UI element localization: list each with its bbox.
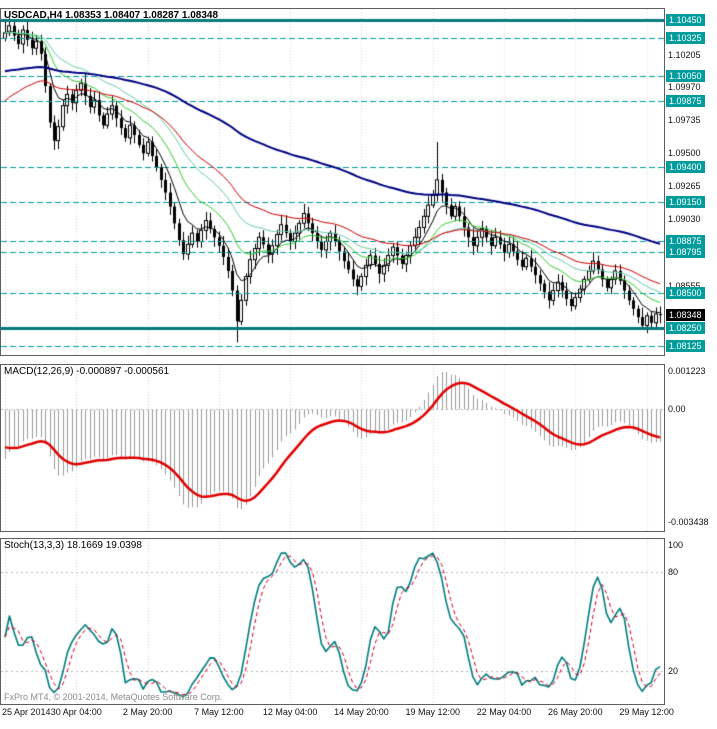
stoch-scale-label: 20 <box>668 666 679 676</box>
stoch-scale-label: 80 <box>668 567 679 577</box>
price-scale-label: 1.09735 <box>668 115 701 125</box>
price-scale-label: 1.09265 <box>668 181 701 191</box>
macd-scale-label: 0.001223 <box>668 366 706 376</box>
price-scale-label: 1.09970 <box>668 82 701 92</box>
time-axis-label: 29 May 12:00 <box>619 707 674 717</box>
stoch-title: Stoch(13,3,3) 18.1669 19.0398 <box>4 540 142 551</box>
time-axis-label: 30 Apr 04:00 <box>50 707 102 717</box>
copyright-text: FxPro MT4, © 2001-2014, MetaQuotes Softw… <box>4 692 223 702</box>
stoch-canvas[interactable] <box>1 539 664 704</box>
price-level-badge: 1.08250 <box>666 322 705 334</box>
price-level-badge: 1.08795 <box>666 246 705 258</box>
price-level-badge: 1.09150 <box>666 196 705 208</box>
time-axis-label: 22 May 04:00 <box>476 707 532 717</box>
price-level-badge: 1.08875 <box>666 235 705 247</box>
price-level-badge: 1.09400 <box>666 161 705 173</box>
time-axis-label: 26 May 20:00 <box>548 707 603 717</box>
price-level-badge: 1.10450 <box>666 14 705 26</box>
time-axis-label: 19 May 12:00 <box>405 707 461 717</box>
time-axis-label: 2 May 20:00 <box>122 707 173 717</box>
time-axis-label: 25 Apr 2014 <box>2 707 51 717</box>
current-price-badge: 1.08348 <box>666 309 705 321</box>
price-level-badge: 1.08125 <box>666 340 705 352</box>
price-chart-canvas[interactable] <box>1 9 664 355</box>
price-level-badge: 1.10325 <box>666 32 705 44</box>
time-axis-label: 12 May 04:00 <box>262 707 318 717</box>
price-level-badge: 1.09875 <box>666 95 705 107</box>
time-axis[interactable]: 25 Apr 2014 30 Apr 04:00 2 May 20:00 7 May … <box>0 705 717 727</box>
macd-scale-label: -0.003438 <box>668 517 709 527</box>
price-level-badge: 1.08500 <box>666 287 705 299</box>
price-scale-label: 1.08555 <box>668 281 701 291</box>
stoch-panel: Stoch(13,3,3) 18.1669 19.0398 FxPro MT4,… <box>0 538 665 705</box>
price-scale-label: 1.09030 <box>668 214 701 224</box>
price-chart-panel: USDCAD,H4 1.08353 1.08407 1.08287 1.0834… <box>0 8 665 356</box>
macd-title: MACD(12,26,9) -0.000897 -0.000561 <box>4 366 170 377</box>
price-scale-label: 1.10205 <box>668 50 701 60</box>
stoch-scale-label: 100 <box>668 540 684 550</box>
time-axis-label: 14 May 20:00 <box>334 707 389 717</box>
macd-canvas[interactable] <box>1 365 664 531</box>
chart-title: USDCAD,H4 1.08353 1.08407 1.08287 1.0834… <box>4 10 219 21</box>
price-level-badge: 1.10050 <box>666 70 705 82</box>
time-axis-label: 7 May 12:00 <box>194 707 244 717</box>
macd-scale-label: 0.00 <box>668 404 686 414</box>
macd-panel: MACD(12,26,9) -0.000897 -0.000561 <box>0 364 665 532</box>
price-scale-label: 1.09500 <box>668 148 701 158</box>
